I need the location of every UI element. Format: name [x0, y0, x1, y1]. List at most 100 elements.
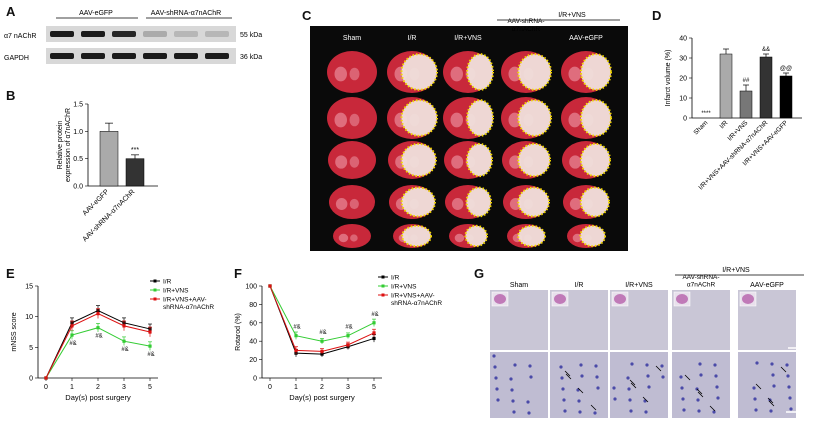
- column-label: I/R: [408, 35, 417, 42]
- data-point: [294, 334, 298, 338]
- blot-band: [112, 31, 136, 37]
- y-tick-label: 1.5: [73, 102, 83, 109]
- neuron-nucleus: [714, 374, 718, 378]
- infarct-outline: [517, 186, 551, 218]
- legend-label: I/R+VNS: [163, 288, 189, 295]
- neuron-nucleus: [713, 363, 717, 367]
- infarct-outline: [400, 186, 436, 218]
- x-tick-label: I/R: [719, 119, 730, 130]
- data-point: [44, 376, 48, 380]
- neuron-nucleus: [716, 396, 720, 400]
- damage-arrow: [696, 388, 703, 395]
- histology-image-high: [610, 352, 668, 418]
- y-axis-label: Infarct volume (%): [665, 50, 672, 107]
- blot-row-label: GAPDH: [4, 55, 29, 62]
- brain-tissue: [338, 233, 349, 243]
- damage-arrow: [709, 405, 716, 412]
- neuron-nucleus: [512, 410, 516, 414]
- blot-band: [143, 53, 167, 59]
- neuron-nucleus: [645, 363, 649, 367]
- brain-tissue: [349, 67, 360, 81]
- legend-marker: [381, 293, 385, 297]
- neuron-nucleus: [752, 386, 756, 390]
- brain-tissue: [569, 155, 582, 169]
- brain-tissue: [508, 66, 521, 82]
- panel-g-label: G: [474, 266, 485, 281]
- group-bracket-label: I/R+VNS: [558, 12, 586, 19]
- blot-band: [50, 53, 74, 59]
- column-label: AAV-shRNA-α7nAChR: [507, 18, 544, 33]
- legend-marker: [153, 288, 157, 292]
- blot-band: [112, 53, 136, 59]
- blot-band: [81, 53, 105, 59]
- x-axis-label: Day(s) post surgery: [289, 393, 355, 402]
- significance-mark: #&: [345, 325, 352, 331]
- x-tick-label: 3: [346, 384, 350, 391]
- neuron-nucleus: [596, 386, 600, 390]
- x-tick-label: 5: [148, 384, 152, 391]
- neuron-nucleus: [495, 387, 499, 391]
- panel-c-label: C: [302, 8, 312, 23]
- histology-image-high: [490, 352, 548, 418]
- data-point: [70, 333, 74, 337]
- legend-label: I/R+VNS+AAV-shRNA-α7nAChR: [163, 297, 214, 312]
- damage-arrow: [590, 404, 597, 411]
- damage-arrow: [565, 373, 572, 380]
- brain-tissue: [568, 112, 581, 128]
- panel-e-label: E: [6, 266, 15, 281]
- y-tick-label: 40: [249, 339, 257, 346]
- infarct-outline: [400, 53, 438, 91]
- x-tick-label: 2: [96, 384, 100, 391]
- data-point: [346, 334, 350, 338]
- neuron-nucleus: [647, 385, 651, 389]
- neuron-nucleus: [579, 363, 583, 367]
- group-label: AAV-shRNA-α7nAChR: [151, 10, 221, 17]
- neuron-nucleus: [629, 409, 633, 413]
- y-tick-label: 60: [249, 320, 257, 327]
- neuron-nucleus: [661, 375, 665, 379]
- neuron-nucleus: [577, 399, 581, 403]
- legend-marker: [153, 297, 157, 301]
- significance-mark: #&: [95, 334, 102, 340]
- data-point: [372, 321, 376, 325]
- brain-tissue: [451, 198, 464, 210]
- neuron-nucleus: [715, 385, 719, 389]
- mnss-score-chart: 0 5 10 15 0 1 2 3 5 Day(s) post surgery mNSS score…: [11, 279, 214, 403]
- blot-band: [50, 31, 74, 37]
- neuron-nucleus: [578, 410, 582, 414]
- infarct-region: [518, 100, 551, 136]
- blot-row-label: α7 nAChR: [4, 33, 36, 40]
- neuron-nucleus: [513, 363, 517, 367]
- damage-arrow: [768, 400, 775, 407]
- data-point: [122, 339, 126, 343]
- y-tick-label: 0.5: [73, 156, 83, 163]
- data-point: [268, 284, 272, 288]
- y-tick-label: 0: [29, 376, 33, 383]
- y-tick-label: 5: [29, 345, 33, 352]
- neuron-nucleus: [494, 376, 498, 380]
- y-tick-label: 10: [679, 96, 687, 103]
- significance-mark: ****: [701, 111, 711, 117]
- panel-d: D 0 10 20 30 40 Infarct volume (%) **** Sham I/R…: [640, 0, 814, 262]
- brain-tissue: [335, 198, 348, 210]
- blot-band: [174, 31, 198, 37]
- neuron-nucleus: [580, 374, 584, 378]
- infarct-region: [465, 225, 487, 247]
- infarct-region: [518, 225, 545, 247]
- neuron-nucleus: [660, 364, 664, 368]
- y-tick-label: 1.0: [73, 129, 83, 136]
- panel-f-label: F: [234, 266, 242, 281]
- column-label: Sham: [510, 282, 528, 289]
- column-label: AAV-eGFP: [569, 35, 603, 42]
- panel-d-label: D: [652, 8, 662, 23]
- infarct-region: [518, 143, 550, 177]
- column-label: I/R+VNS: [625, 282, 653, 289]
- brain-tissue: [451, 155, 464, 169]
- brain-slices-figure: I/R+VNS Sham I/R I/R+VNS AAV-shRNA-α7nAChR AA…: [310, 12, 628, 251]
- blot-band: [143, 31, 167, 37]
- brain-tissue: [349, 198, 359, 210]
- neuron-nucleus: [496, 398, 500, 402]
- histology-inset-brain: [742, 294, 754, 304]
- significance-mark: @@: [780, 66, 792, 72]
